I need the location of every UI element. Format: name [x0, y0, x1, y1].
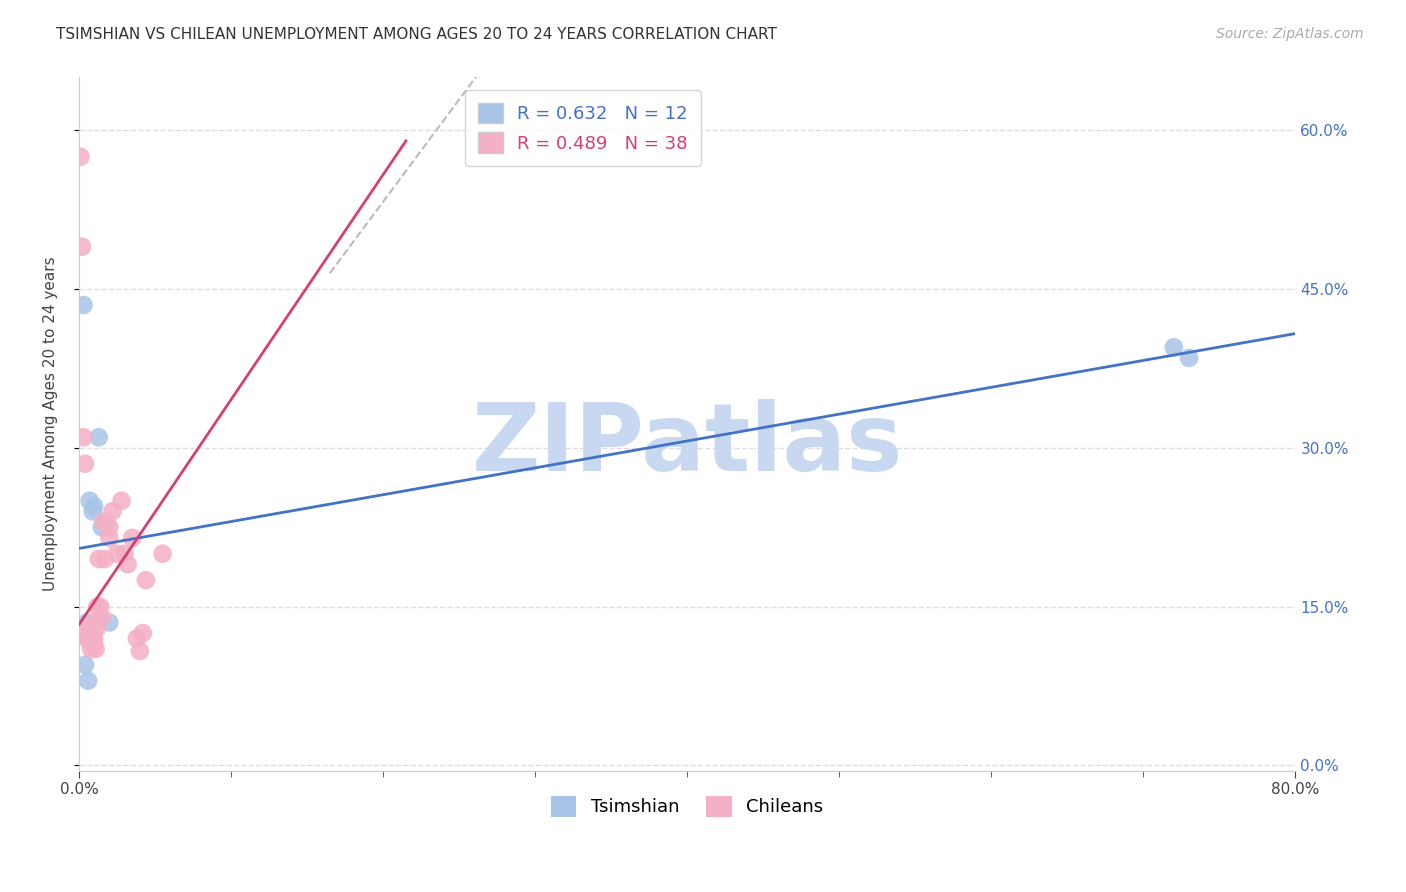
Point	[90, 520, 112, 534]
Point	[69, 150, 91, 164]
Point	[82, 621, 104, 635]
Point	[83, 637, 105, 651]
Point	[125, 632, 148, 646]
Point	[77, 673, 100, 688]
Point	[80, 642, 103, 657]
Point	[83, 615, 105, 630]
Point	[121, 531, 143, 545]
Point	[73, 457, 96, 471]
Point	[86, 621, 108, 635]
Point	[1178, 351, 1201, 365]
Point	[87, 430, 110, 444]
Point	[72, 298, 94, 312]
Point	[89, 599, 111, 614]
Point	[132, 626, 155, 640]
Text: Source: ZipAtlas.com: Source: ZipAtlas.com	[1216, 27, 1364, 41]
Point	[94, 552, 117, 566]
Point	[70, 240, 93, 254]
Point	[135, 573, 157, 587]
Text: ZIPatlas: ZIPatlas	[471, 399, 903, 491]
Point	[83, 632, 105, 646]
Point	[101, 504, 124, 518]
Point	[86, 599, 108, 614]
Point	[76, 615, 98, 630]
Point	[98, 615, 121, 630]
Point	[82, 632, 104, 646]
Point	[110, 493, 132, 508]
Point	[105, 547, 128, 561]
Point	[80, 632, 103, 646]
Point	[91, 515, 114, 529]
Point	[82, 504, 104, 518]
Point	[77, 626, 100, 640]
Point	[117, 558, 139, 572]
Point	[1163, 340, 1185, 354]
Point	[79, 626, 101, 640]
Point	[128, 644, 150, 658]
Point	[84, 642, 107, 657]
Point	[73, 657, 96, 672]
Point	[87, 552, 110, 566]
Point	[96, 515, 118, 529]
Point	[83, 499, 105, 513]
Point	[152, 547, 174, 561]
Point	[79, 493, 101, 508]
Point	[114, 547, 136, 561]
Point	[98, 520, 121, 534]
Point	[90, 610, 112, 624]
Point	[76, 632, 98, 646]
Legend: Tsimshian, Chileans: Tsimshian, Chileans	[544, 789, 831, 824]
Point	[77, 632, 100, 646]
Text: TSIMSHIAN VS CHILEAN UNEMPLOYMENT AMONG AGES 20 TO 24 YEARS CORRELATION CHART: TSIMSHIAN VS CHILEAN UNEMPLOYMENT AMONG …	[56, 27, 778, 42]
Y-axis label: Unemployment Among Ages 20 to 24 years: Unemployment Among Ages 20 to 24 years	[44, 257, 58, 591]
Point	[76, 621, 98, 635]
Point	[72, 430, 94, 444]
Point	[98, 531, 121, 545]
